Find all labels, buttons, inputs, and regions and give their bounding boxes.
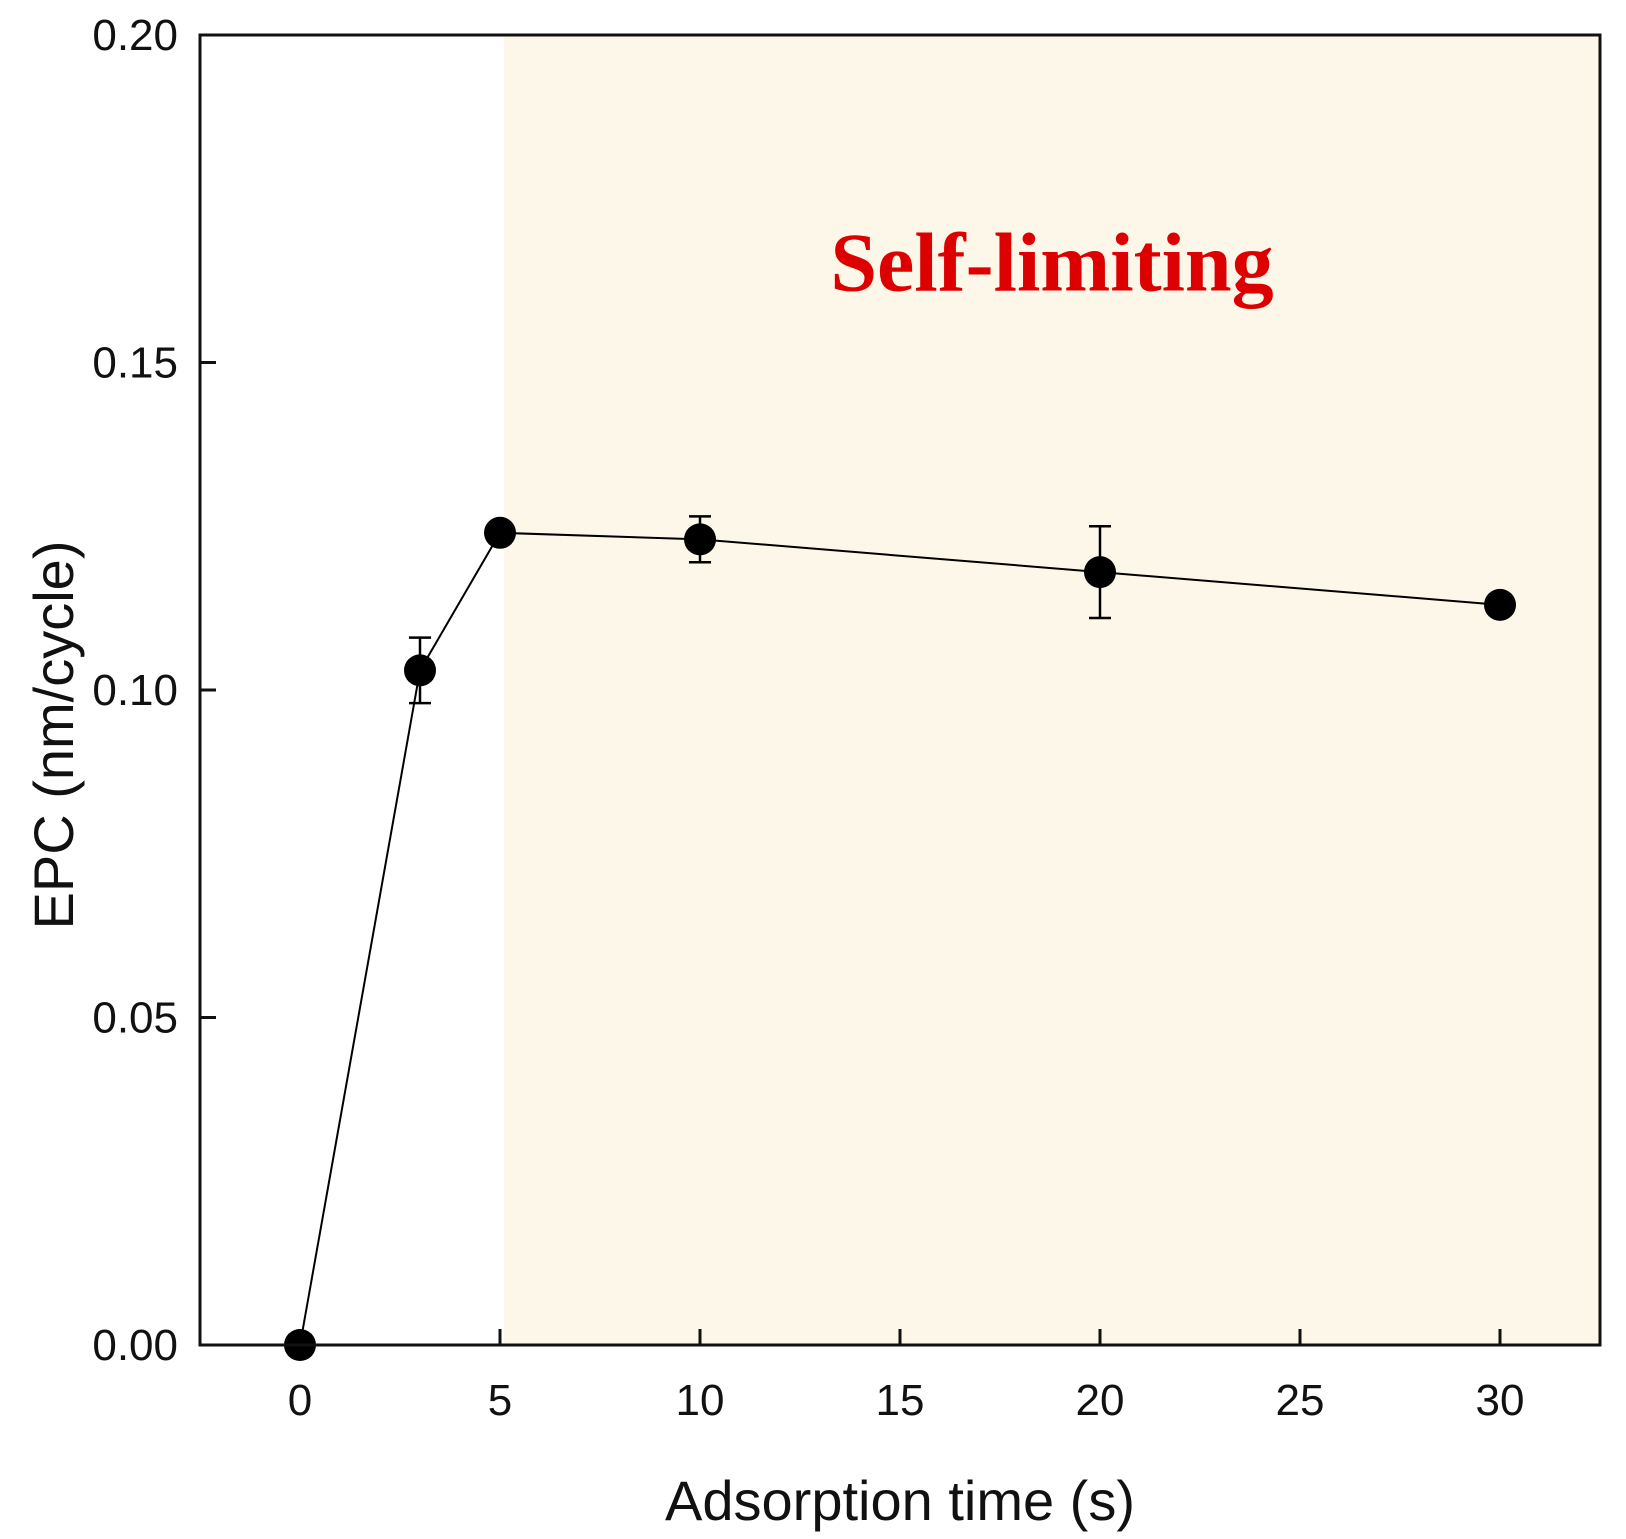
data-markers bbox=[284, 515, 1516, 1361]
y-tick-label: 0.15 bbox=[92, 339, 178, 388]
plot-frame bbox=[198, 33, 1602, 1347]
y-tick-label: 0.20 bbox=[92, 11, 178, 60]
x-tick-label: 5 bbox=[488, 1376, 512, 1425]
annotation-self-limiting: Self-limiting bbox=[830, 216, 1273, 309]
data-point bbox=[1484, 588, 1516, 621]
x-tick-label: 20 bbox=[1076, 1376, 1125, 1425]
y-tick-label: 0.05 bbox=[92, 994, 178, 1043]
y-tick-label: 0.10 bbox=[92, 666, 178, 715]
x-tick-label: 10 bbox=[676, 1376, 725, 1425]
series-line-layer bbox=[299, 531, 1501, 1346]
x-tick-label: 15 bbox=[876, 1376, 925, 1425]
data-point bbox=[684, 523, 716, 556]
tick-labels: 0 5 10 15 20 25 30 0.00 0.05 0.10 0.15 0.20 bbox=[92, 11, 1524, 1425]
y-tick-label: 0.00 bbox=[92, 1321, 178, 1370]
data-point bbox=[484, 516, 516, 549]
data-point bbox=[404, 654, 436, 687]
x-axis-title: Adsorption time (s) bbox=[665, 1469, 1135, 1532]
x-tick-label: 25 bbox=[1276, 1376, 1325, 1425]
shaded-region bbox=[504, 35, 1600, 1345]
y-axis-title: EPC (nm/cycle) bbox=[22, 541, 85, 930]
data-point bbox=[1084, 556, 1116, 589]
x-tick-label: 30 bbox=[1476, 1376, 1525, 1425]
series-line bbox=[299, 531, 1501, 1346]
x-tick-label: 0 bbox=[288, 1376, 312, 1425]
